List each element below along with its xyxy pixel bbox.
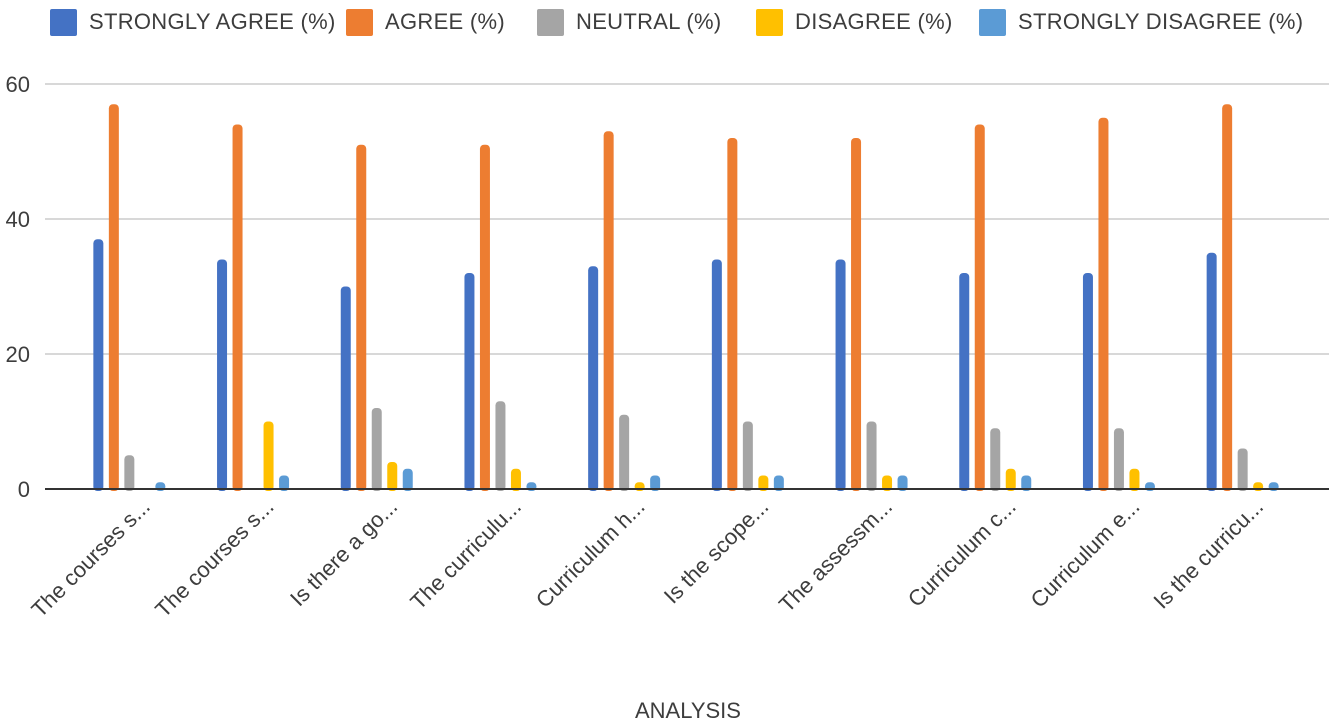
legend-item-strongly-disagree: STRONGLY DISAGREE (%) — [979, 7, 1303, 37]
legend-label-strongly-agree: STRONGLY AGREE (%) — [89, 9, 336, 34]
bar — [1129, 468, 1140, 491]
bar — [1113, 428, 1124, 491]
x-tick-label: The courses s... — [27, 494, 155, 622]
x-tick-label: The courses s... — [150, 494, 278, 622]
legend-item-agree: AGREE (%) — [346, 7, 505, 37]
bar — [371, 408, 382, 491]
bar — [232, 124, 243, 491]
bar — [263, 421, 274, 491]
bar — [835, 259, 846, 491]
bar — [588, 266, 599, 491]
bar — [1222, 104, 1233, 491]
bar — [711, 259, 722, 491]
bar — [974, 124, 985, 491]
legend-item-neutral: NEUTRAL (%) — [537, 7, 722, 37]
bar — [217, 259, 228, 491]
bar — [510, 468, 521, 491]
bar — [851, 138, 862, 491]
x-tick-label: Curriculum e... — [1026, 494, 1145, 613]
x-axis-title: ANALYSIS — [635, 698, 741, 723]
bar — [603, 131, 614, 491]
bar — [495, 401, 506, 491]
y-tick-label: 40 — [6, 207, 30, 232]
bar — [464, 273, 475, 491]
legend-swatch-disagree — [756, 8, 783, 36]
legend-swatch-neutral — [537, 8, 564, 36]
bar — [108, 104, 119, 491]
bar — [93, 239, 104, 491]
y-axis-tick-labels: 0 20 40 60 — [6, 72, 30, 502]
bar — [402, 468, 413, 491]
x-tick-label: Is the curricu... — [1148, 494, 1268, 614]
bar — [990, 428, 1001, 491]
bar — [1206, 252, 1217, 491]
bar — [773, 475, 784, 491]
bar — [897, 475, 908, 491]
bar — [387, 462, 398, 491]
legend-swatch-strongly-agree — [50, 8, 77, 36]
bar — [1082, 273, 1093, 491]
bar — [1005, 468, 1016, 491]
x-tick-label: Is the scope... — [659, 494, 774, 609]
bar — [742, 421, 753, 491]
bar — [650, 475, 661, 491]
legend-label-disagree: DISAGREE (%) — [795, 9, 953, 34]
x-axis-tick-labels: The courses s...The courses s... Is there… — [27, 494, 1269, 622]
bar — [1098, 117, 1109, 491]
legend-label-strongly-disagree: STRONGLY DISAGREE (%) — [1018, 9, 1304, 34]
bar — [866, 421, 877, 491]
legend-label-agree: AGREE (%) — [385, 9, 506, 34]
bar — [1021, 475, 1032, 491]
legend-swatch-strongly-disagree — [979, 8, 1006, 36]
legend-label-neutral: NEUTRAL (%) — [576, 9, 722, 34]
bar — [124, 455, 135, 491]
bar — [619, 414, 630, 491]
y-tick-label: 60 — [6, 72, 30, 97]
x-tick-label: Curriculum c... — [903, 494, 1021, 612]
y-tick-label: 20 — [6, 342, 30, 367]
bar — [479, 144, 490, 491]
bar — [758, 475, 769, 491]
y-tick-label: 0 — [18, 477, 30, 502]
bar — [356, 144, 367, 491]
bar — [882, 475, 893, 491]
chart-legend: STRONGLY AGREE (%) AGREE (%) NEUTRAL (%)… — [0, 0, 1329, 46]
x-tick-label: The assessm... — [774, 494, 897, 617]
bar — [279, 475, 290, 491]
bar — [340, 286, 351, 491]
legend-item-disagree: DISAGREE (%) — [756, 7, 953, 37]
x-tick-label: Is there a go... — [285, 494, 402, 611]
bar — [727, 138, 738, 491]
legend-swatch-agree — [346, 8, 373, 36]
gridlines — [45, 83, 1329, 355]
bar — [1237, 448, 1248, 491]
bars — [93, 104, 1279, 491]
legend-item-strongly-agree: STRONGLY AGREE (%) — [50, 7, 336, 37]
x-tick-label: Curriculum h... — [531, 494, 650, 613]
bar — [959, 273, 970, 491]
x-tick-label: The curriculu... — [405, 494, 526, 615]
